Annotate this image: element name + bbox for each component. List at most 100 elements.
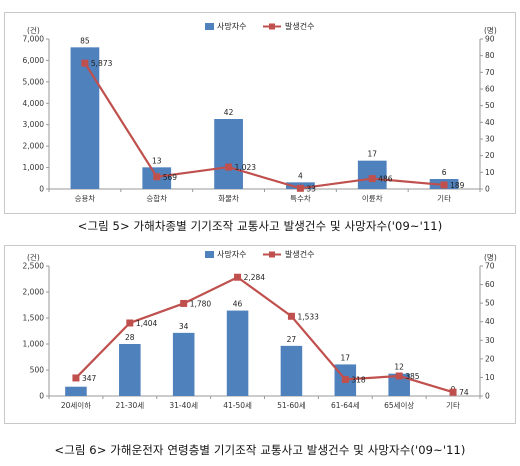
- right-tick-label: 30: [485, 336, 495, 345]
- line-point: [341, 375, 349, 383]
- bar: [214, 119, 243, 189]
- legend-bar-label: 사망자수: [217, 21, 246, 31]
- left-tick-label: 1,000: [23, 340, 45, 349]
- x-tick-label: 기타: [446, 401, 460, 410]
- bar: [388, 373, 410, 396]
- right-axis-unit: (명): [484, 252, 497, 262]
- x-tick-label: 이륜차: [362, 193, 383, 203]
- x-tick-label: 특수차: [290, 194, 311, 203]
- right-tick-label: 0: [485, 392, 490, 401]
- chart-1-svg: (건) (명) 사망자수 발생건수 0 1,000 2,000 3,000 4,000 5,000…: [23, 21, 497, 203]
- line-point: [449, 388, 457, 396]
- left-tick-label: 7,000: [23, 35, 45, 44]
- right-tick-label: 40: [485, 118, 495, 127]
- left-tick-label: 4,000: [23, 99, 45, 108]
- bar-value-label: 46: [233, 300, 243, 309]
- x-tick-label: 51-60세: [277, 401, 306, 410]
- line-value-label: 385: [405, 372, 420, 381]
- line-point: [180, 299, 188, 307]
- left-axis-unit: (건): [27, 252, 40, 262]
- right-axis-unit: (명): [484, 25, 497, 35]
- line-value-label: 1,404: [136, 319, 158, 328]
- line-point: [225, 163, 233, 171]
- line-point: [81, 59, 89, 67]
- legend-line-marker: [269, 23, 275, 30]
- x-tick-label: 승합차: [146, 194, 167, 203]
- line-value-label: 33: [306, 184, 316, 193]
- line-value-label: 318: [351, 375, 366, 384]
- right-tick-label: 10: [485, 168, 495, 177]
- legend-bar-swatch: [205, 23, 214, 30]
- legend-line-label: 발생건수: [285, 21, 314, 31]
- line-point: [126, 319, 134, 327]
- right-tick-label: 20: [485, 151, 495, 160]
- line-point: [72, 374, 80, 382]
- left-tick-label: 2,500: [23, 262, 45, 271]
- right-tick-label: 60: [485, 280, 495, 289]
- line-point: [440, 181, 448, 189]
- right-tick-label: 20: [485, 354, 495, 363]
- chart-2-caption: <그림 6> 가해운전자 연령층별 기기조작 교통사고 발생건수 및 사망자수(…: [54, 443, 466, 457]
- right-tick-label: 30: [485, 135, 495, 144]
- bar-value-label: 4: [298, 171, 303, 180]
- x-tick-label: 61-64세: [331, 401, 360, 410]
- x-tick-label: 65세이상: [384, 400, 414, 410]
- bar: [226, 310, 249, 396]
- series-line: [83, 62, 445, 190]
- bar: [70, 47, 100, 190]
- x-tick-label: 기타: [437, 194, 451, 203]
- right-tick-label: 70: [485, 262, 495, 271]
- line-point: [368, 175, 376, 183]
- right-tick-label: 60: [485, 85, 495, 94]
- chart-1-caption: <그림 5> 가해차종별 기기조작 교통사고 발생건수 및 사망자수('09~'…: [77, 219, 443, 233]
- bar-value-label: 17: [367, 150, 377, 159]
- chart-2-frame: (건) (명) 사망자수 발생건수 0 500 1,000 1,500 2,000 2,500 0 1…: [4, 245, 516, 424]
- right-tick-label: 10: [485, 373, 495, 382]
- line-value-label: 2,284: [244, 273, 266, 282]
- line-point: [395, 372, 403, 380]
- bar: [65, 386, 87, 396]
- x-tick-label: 승용차: [75, 194, 96, 203]
- x-tick-label: 20세이하: [61, 400, 91, 410]
- left-tick-label: 5,000: [23, 77, 45, 86]
- series-line: [75, 275, 454, 394]
- right-tick-label: 0: [485, 185, 490, 194]
- bar-value-label: 27: [287, 335, 297, 344]
- line-value-label: 1,023: [235, 163, 257, 172]
- bar-value-label: 28: [125, 333, 135, 342]
- x-tick-label: 21-30세: [115, 401, 144, 410]
- bar-value-label: 85: [80, 36, 90, 45]
- right-tick-label: 40: [485, 317, 495, 326]
- right-tick-label: 50: [485, 299, 495, 308]
- bar: [172, 332, 195, 396]
- left-tick-label: 2,000: [23, 288, 45, 297]
- x-tick-label: 41-50세: [223, 401, 252, 410]
- bar-value-label: 12: [394, 363, 404, 372]
- bar-value-label: 42: [224, 108, 234, 117]
- line-value-label: 1,533: [297, 312, 319, 321]
- line-point: [287, 312, 295, 320]
- right-tick-label: 50: [485, 101, 495, 110]
- line-value-label: 569: [163, 173, 178, 182]
- legend-line-label: 발생건수: [285, 249, 314, 259]
- bar-value-label: 17: [341, 353, 351, 362]
- line-value-label: 189: [450, 181, 465, 190]
- line-value-label: 5,873: [91, 59, 113, 68]
- left-tick-label: 3,000: [23, 120, 45, 129]
- left-tick-label: 6,000: [23, 56, 45, 65]
- bar: [119, 344, 141, 396]
- left-tick-label: 2,000: [23, 142, 45, 151]
- right-tick-label: 90: [485, 35, 495, 44]
- x-tick-label: 31-40세: [169, 401, 198, 410]
- left-tick-label: 1,000: [23, 163, 45, 172]
- left-axis-unit: (건): [27, 25, 40, 35]
- legend-bar-swatch: [205, 251, 214, 258]
- line-point: [234, 273, 242, 281]
- right-tick-label: 80: [485, 51, 495, 60]
- legend-bar-label: 사망자수: [217, 249, 246, 259]
- chart-1-frame: (건) (명) 사망자수 발생건수 0 1,000 2,000 3,000 4,000 5,000…: [4, 12, 516, 214]
- bar: [357, 160, 387, 189]
- line-value-label: 347: [82, 374, 97, 383]
- x-tick-label: 화물차: [218, 194, 239, 203]
- legend-line-marker: [269, 251, 275, 258]
